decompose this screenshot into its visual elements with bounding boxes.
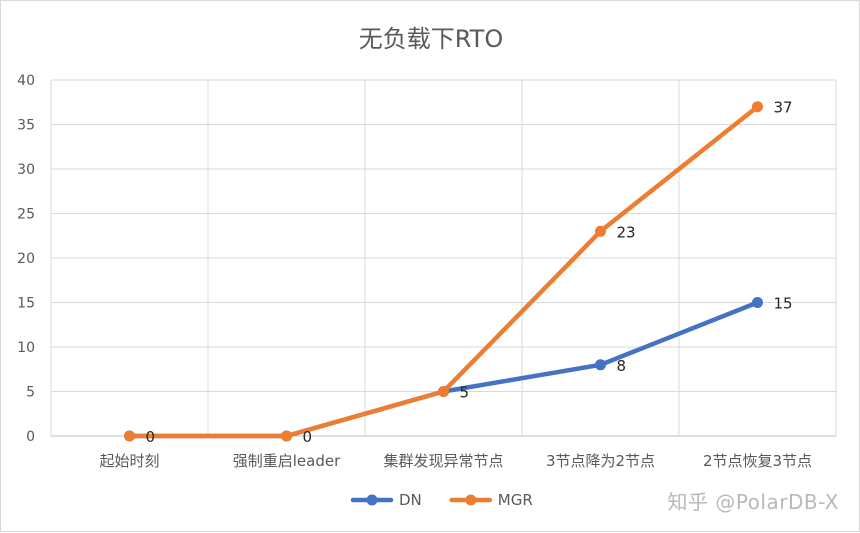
data-point-mgr — [595, 225, 606, 237]
grid — [50, 79, 837, 437]
series-layer — [124, 101, 763, 442]
legend-item-dn: DN — [350, 491, 422, 509]
y-axis: 0 5 10 15 20 25 30 35 40 — [17, 73, 35, 445]
series-dn — [124, 297, 763, 442]
data-label-dn: 0 — [303, 428, 313, 446]
data-point-mgr — [438, 386, 449, 397]
watermark: 知乎 @PolarDB-X — [667, 490, 839, 514]
x-tick-label: 2节点恢复3节点 — [703, 452, 812, 470]
legend-swatch-marker — [366, 494, 378, 506]
series-line-dn — [127, 300, 760, 439]
data-label-dn: 15 — [774, 295, 793, 313]
data-label-mgr: 23 — [617, 223, 636, 241]
x-tick-label: 集群发现异常节点 — [383, 452, 503, 470]
data-label-dn: 8 — [617, 357, 627, 375]
legend-swatch-marker — [465, 494, 477, 506]
y-tick-label: 15 — [17, 296, 35, 312]
y-tick-label: 20 — [17, 251, 35, 267]
x-tick-label: 强制重启leader — [233, 452, 341, 470]
legend-item-mgr: MGR — [449, 491, 533, 509]
data-labels: 0 0 5 8 15 23 37 — [146, 99, 793, 446]
data-point-dn — [595, 359, 606, 371]
x-tick-label: 起始时刻 — [99, 452, 159, 470]
series-mgr — [124, 101, 763, 442]
y-tick-label: 5 — [26, 385, 35, 401]
y-tick-label: 30 — [17, 162, 35, 178]
data-point-mgr — [281, 430, 292, 442]
y-tick-label: 25 — [17, 207, 35, 223]
x-axis: 起始时刻 强制重启leader 集群发现异常节点 3节点降为2节点 2节点恢复3节点 — [99, 452, 812, 470]
data-point-dn — [752, 297, 763, 308]
data-point-mgr — [752, 101, 763, 113]
data-point-mgr — [124, 430, 135, 442]
legend-label: DN — [399, 491, 422, 509]
legend: DN MGR — [350, 491, 533, 509]
data-label-dn: 0 — [146, 428, 156, 446]
y-tick-label: 35 — [17, 118, 35, 134]
chart-title: 无负载下RTO — [359, 25, 503, 53]
y-tick-label: 0 — [26, 429, 35, 445]
x-tick-label: 3节点降为2节点 — [546, 452, 655, 470]
legend-label: MGR — [498, 491, 533, 509]
data-label-dn: 5 — [460, 384, 470, 402]
y-tick-label: 10 — [17, 340, 35, 356]
data-label-mgr: 37 — [774, 99, 793, 117]
y-tick-label: 40 — [17, 73, 35, 89]
